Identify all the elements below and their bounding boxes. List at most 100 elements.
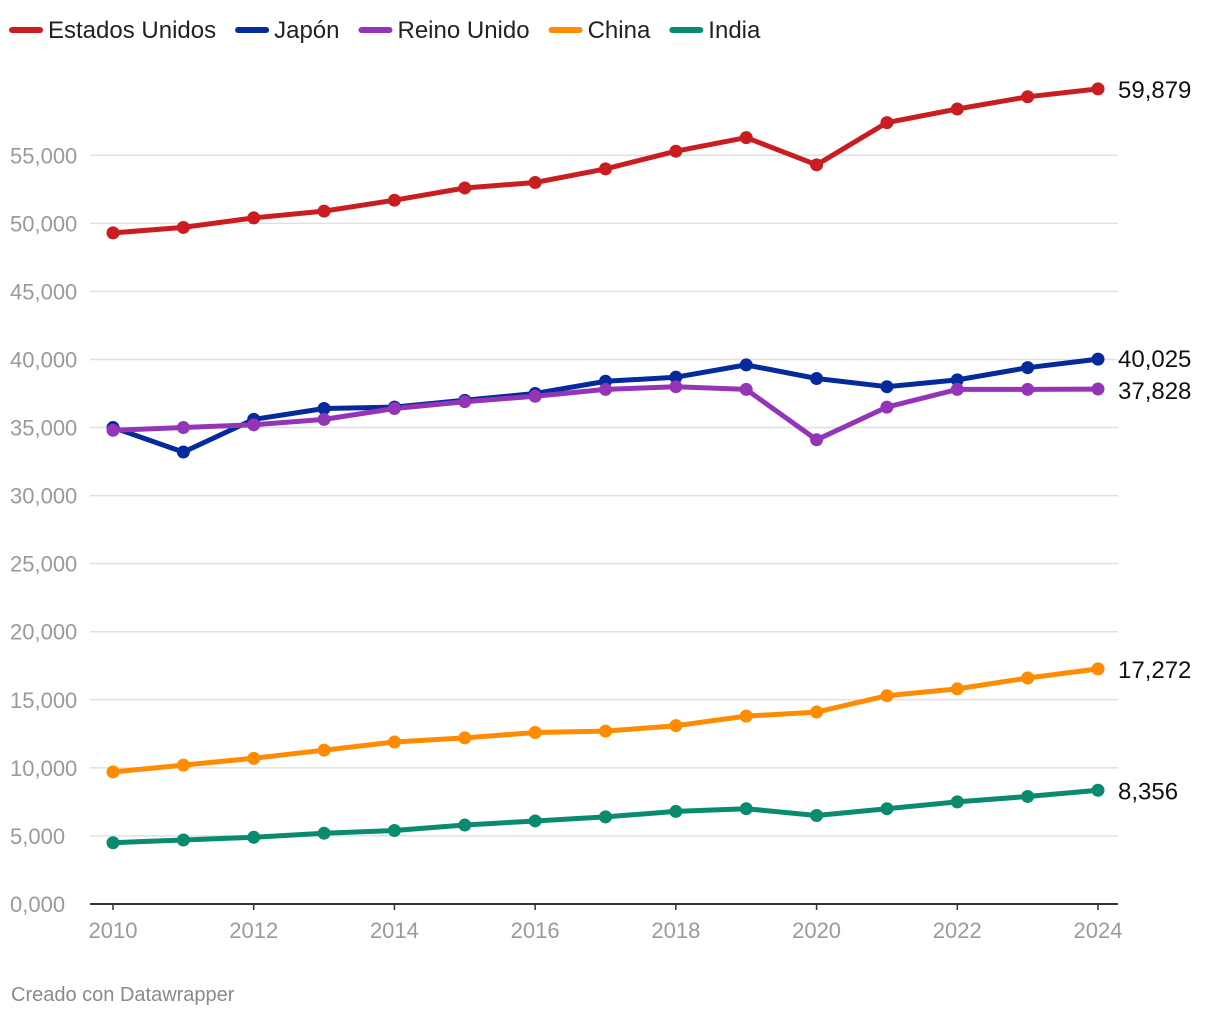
y-tick-label: 40,000	[10, 347, 77, 372]
data-point	[528, 725, 542, 739]
end-labels: 59,879 40,025 37,828 17,272 8,356	[1118, 77, 1191, 805]
data-point	[669, 370, 683, 384]
data-point	[1021, 382, 1035, 396]
data-point	[1091, 82, 1105, 96]
series-line-japón	[110, 356, 1101, 455]
y-tick-label: 45,000	[10, 279, 77, 304]
y-tick-label: 30,000	[10, 484, 77, 509]
x-tick-label: 2014	[370, 918, 419, 943]
data-point	[387, 823, 401, 837]
end-value-label: 17,272	[1118, 657, 1191, 684]
data-point	[458, 395, 472, 409]
data-point	[739, 131, 753, 145]
legend-label: Japón	[274, 17, 339, 44]
data-point	[528, 814, 542, 828]
data-point	[950, 382, 964, 396]
data-point	[599, 810, 612, 824]
data-point	[317, 412, 331, 426]
y-tick-label: 20,000	[10, 620, 77, 645]
y-tick-label: 15,000	[10, 688, 77, 713]
data-point	[106, 765, 120, 779]
data-point	[387, 735, 401, 749]
end-value-label: 40,025	[1118, 346, 1191, 373]
data-point	[176, 220, 190, 234]
data-point	[247, 751, 261, 765]
data-point	[1091, 662, 1105, 676]
legend-label: China	[588, 17, 651, 44]
y-tick-label: 0,000	[10, 892, 65, 917]
y-tick-label: 25,000	[10, 552, 77, 577]
y-tick-label: 55,000	[10, 143, 77, 168]
data-point	[387, 193, 401, 207]
series-line-china	[110, 666, 1101, 775]
data-point	[880, 380, 894, 394]
data-point	[880, 400, 894, 414]
data-point	[810, 705, 824, 719]
legend-label: Reino Unido	[397, 17, 529, 44]
data-point	[247, 830, 261, 844]
data-point	[176, 421, 190, 435]
data-point	[1021, 671, 1035, 685]
data-point	[599, 162, 612, 176]
data-point	[880, 116, 894, 130]
data-point	[458, 731, 472, 745]
data-point	[176, 445, 190, 459]
x-axis: 2010 2012 2014 2016 2018 2020 2022 2024	[89, 903, 1123, 943]
end-value-label: 59,879	[1118, 77, 1191, 104]
y-axis: 0,000 5,000 10,000 15,000 20,000 25,000 30,000…	[10, 143, 77, 917]
data-point	[106, 226, 120, 240]
data-point	[317, 826, 331, 840]
data-point	[810, 809, 824, 823]
legend-label: Estados Unidos	[48, 17, 216, 44]
end-value-label: 37,828	[1118, 378, 1191, 405]
data-point	[810, 433, 824, 447]
data-point	[247, 418, 261, 432]
data-point	[880, 689, 894, 703]
y-tick-label: 5,000	[10, 824, 65, 849]
data-point	[739, 802, 753, 816]
data-point	[106, 836, 120, 850]
data-point	[669, 719, 683, 733]
data-point	[317, 401, 331, 415]
data-point	[1021, 90, 1035, 104]
data-point	[880, 802, 894, 816]
end-value-label: 8,356	[1118, 778, 1178, 805]
data-point	[669, 804, 683, 818]
data-point	[387, 401, 401, 415]
line-chart: Estados Unidos Japón Reino Unido China India…	[9, 17, 1191, 943]
data-point	[599, 724, 612, 738]
x-tick-label: 2016	[511, 918, 560, 943]
data-point	[247, 211, 261, 225]
data-point	[317, 204, 331, 218]
x-tick-label: 2020	[792, 918, 841, 943]
data-point	[950, 682, 964, 696]
data-point	[1091, 352, 1105, 366]
data-point	[1021, 361, 1035, 375]
data-point	[176, 758, 190, 772]
data-point	[176, 833, 190, 847]
x-tick-label: 2022	[933, 918, 982, 943]
x-tick-label: 2024	[1074, 918, 1123, 943]
data-point	[528, 389, 542, 403]
series-line-estados-unidos	[110, 86, 1101, 236]
data-point	[950, 795, 964, 809]
x-tick-label: 2010	[89, 918, 138, 943]
data-point	[950, 102, 964, 116]
data-point	[528, 176, 542, 190]
data-point	[739, 709, 753, 723]
x-tick-label: 2018	[651, 918, 700, 943]
y-tick-label: 10,000	[10, 756, 77, 781]
data-point	[1021, 789, 1035, 803]
data-point	[739, 358, 753, 372]
data-point	[810, 158, 824, 172]
data-point	[739, 382, 753, 396]
legend-label: India	[708, 17, 761, 44]
y-tick-label: 50,000	[10, 211, 77, 236]
data-point	[950, 373, 964, 387]
data-point	[458, 181, 472, 195]
data-point	[106, 423, 120, 437]
footer-credit: Creado con Datawrapper	[11, 984, 235, 1006]
data-point	[599, 382, 612, 396]
data-point	[1091, 783, 1105, 797]
